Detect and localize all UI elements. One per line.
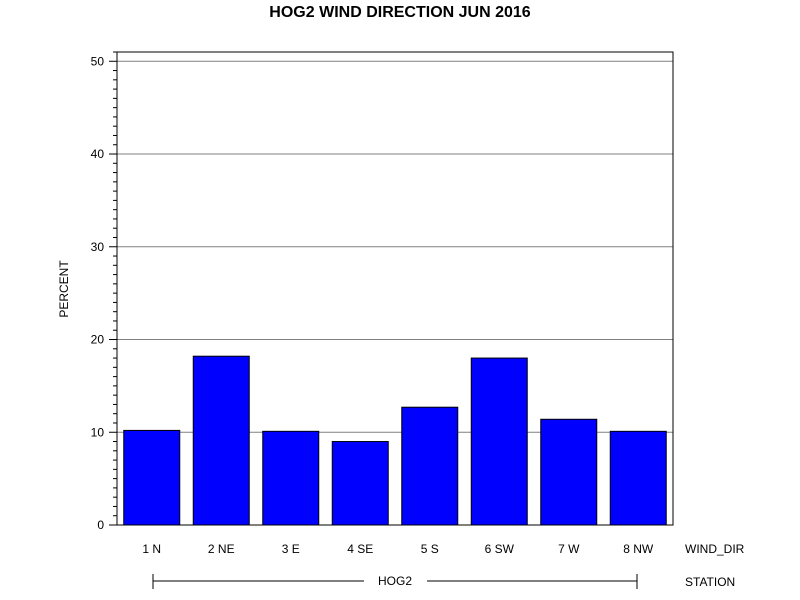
x-tick-label: 1 N bbox=[142, 542, 161, 556]
x-tick-label: 6 SW bbox=[485, 542, 515, 556]
x-tick-label: 3 E bbox=[282, 542, 300, 556]
y-tick-label: 50 bbox=[91, 54, 105, 68]
bar bbox=[470, 357, 528, 526]
x-axis: 1 N 2 NE 3 E 4 SE 5 S 6 SW 7 W 8 NW bbox=[142, 542, 654, 556]
group-label: HOG2 bbox=[378, 574, 412, 588]
bars bbox=[123, 355, 667, 526]
bar bbox=[540, 418, 598, 526]
bar bbox=[609, 430, 667, 526]
bar bbox=[401, 406, 459, 526]
y-tick-label: 20 bbox=[91, 333, 105, 347]
bar bbox=[331, 441, 389, 526]
chart-title: HOG2 WIND DIRECTION JUN 2016 bbox=[269, 4, 530, 21]
y-axis-label: PERCENT bbox=[57, 260, 71, 318]
group-axis-label: STATION bbox=[685, 575, 735, 589]
bar bbox=[123, 429, 181, 526]
station-group-axis: HOG2 bbox=[152, 574, 638, 589]
x-tick-label: 8 NW bbox=[623, 542, 654, 556]
y-tick-label: 10 bbox=[91, 425, 105, 439]
x-tick-label: 7 W bbox=[558, 542, 580, 556]
y-axis: 0 10 20 30 40 50 bbox=[91, 51, 117, 532]
x-tick-label: 5 S bbox=[421, 542, 439, 556]
x-tick-label: 2 NE bbox=[208, 542, 235, 556]
x-tick-label: 4 SE bbox=[347, 542, 373, 556]
x-axis-label: WIND_DIR bbox=[685, 542, 745, 556]
bar bbox=[262, 430, 320, 526]
y-tick-label: 40 bbox=[91, 147, 105, 161]
bar bbox=[192, 355, 250, 526]
y-tick-label: 0 bbox=[97, 518, 104, 532]
plot-area-frame bbox=[116, 51, 674, 526]
y-tick-label: 30 bbox=[91, 240, 105, 254]
